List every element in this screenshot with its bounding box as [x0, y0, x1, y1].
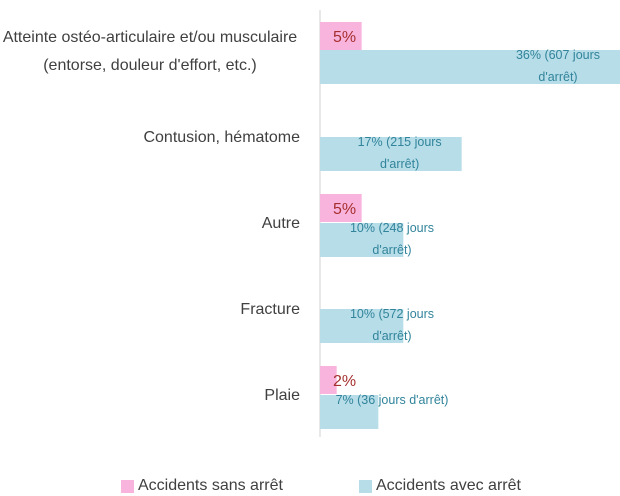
data-label: 5%: [333, 201, 357, 218]
category-label: Atteinte ostéo-articulaire et/ou muscula…: [0, 7, 300, 97]
bar: [320, 395, 379, 429]
data-label: 7% (36 jours d'arrêt): [335, 393, 449, 407]
bar: [320, 22, 362, 50]
category-label: Autre: [0, 179, 300, 269]
category-text: Plaie: [264, 387, 300, 404]
category-label: Plaie: [0, 351, 300, 441]
data-label: 10% (248 jours d'arrêt): [349, 221, 435, 257]
legend-swatch: [359, 479, 372, 493]
legend-label: Accidents sans arrêt: [138, 477, 283, 494]
bar: [320, 194, 362, 222]
category-text: Fracture: [240, 301, 300, 318]
category-label: Fracture: [0, 265, 300, 355]
legend-label: Accidents avec arrêt: [376, 477, 521, 494]
bar: [320, 50, 620, 84]
data-label: 2%: [333, 373, 357, 390]
legend-item: Accidents avec arrêt: [359, 477, 521, 495]
category-text: Contusion, hématome: [143, 129, 300, 146]
legend-swatch: [121, 479, 134, 493]
category-label: Contusion, hématome: [0, 93, 300, 183]
data-label: 36% (607 jours d'arrêt): [515, 48, 601, 84]
legend-item: Accidents sans arrêt: [121, 477, 283, 495]
bar: [320, 137, 462, 171]
category-text: Autre: [261, 215, 300, 232]
bar: [320, 223, 404, 257]
bar: [320, 309, 404, 343]
bar: [320, 366, 337, 394]
data-label: 17% (215 jours d'arrêt): [357, 135, 442, 171]
category-text: Atteinte ostéo-articulaire et/ou muscula…: [2, 29, 298, 74]
data-label: 10% (572 jours d'arrêt): [349, 307, 435, 343]
data-label: 5%: [333, 29, 357, 46]
